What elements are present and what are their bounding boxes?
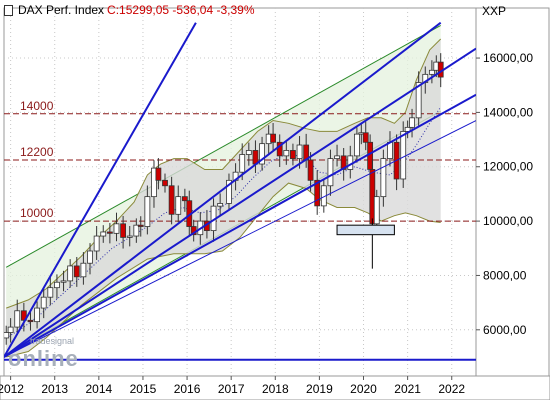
candle-body	[283, 150, 290, 157]
trend-fan-line	[4, 47, 476, 358]
x-tick-label: 2019	[306, 382, 333, 396]
support-level-label: 12200	[20, 145, 54, 159]
candle-body	[27, 319, 34, 323]
candle-body	[259, 143, 265, 165]
candle-body	[290, 150, 296, 159]
y-tick-label: 6000,00	[483, 323, 527, 337]
y-tick-label: 10000,00	[483, 214, 533, 228]
x-tick-label: 2014	[85, 382, 112, 396]
candle-body	[54, 281, 60, 289]
candle-body	[327, 158, 334, 187]
candle-body	[67, 265, 74, 282]
candle-body	[181, 196, 188, 202]
x-tick-label: 2020	[350, 382, 377, 396]
candle-body	[87, 250, 93, 264]
candle-body	[387, 141, 393, 159]
candle-body	[137, 224, 144, 227]
support-level-label: 14000	[20, 99, 54, 113]
candle-body	[34, 307, 40, 323]
x-tick-label: 2016	[174, 382, 201, 396]
watermark-small: tradesignal	[30, 336, 75, 346]
candle-body	[334, 155, 340, 159]
candle-body	[296, 144, 303, 159]
candle-body	[155, 167, 162, 181]
x-tick-label: 2018	[262, 382, 289, 396]
trend-fan-line	[4, 21, 442, 358]
candle-body	[126, 235, 133, 238]
candle-body	[270, 133, 276, 143]
bollinger-upper	[6, 38, 442, 309]
y-tick-label: 12000,00	[483, 160, 533, 174]
marked-zone-box	[336, 224, 395, 236]
candle-body	[404, 126, 411, 132]
candle-body	[373, 196, 380, 225]
candle-body	[415, 82, 422, 119]
candle-body	[362, 132, 369, 143]
trend-fan-line	[4, 93, 476, 358]
legend-swatch	[4, 4, 13, 16]
x-tick-label: 2022	[438, 382, 465, 396]
y-tick-label: 14000,00	[483, 105, 533, 119]
plot-layer	[4, 8, 476, 376]
instrument-name: DAX Perf. Index	[18, 3, 105, 17]
watermark-brand: online	[8, 346, 79, 371]
candle-body	[73, 265, 80, 278]
candle-body	[100, 231, 107, 237]
candle-body	[217, 203, 224, 207]
candle-body	[409, 117, 415, 128]
trend-fan-line	[4, 22, 197, 358]
candle-body	[4, 332, 10, 339]
candle-body	[60, 280, 67, 283]
candle-body	[307, 159, 314, 181]
y-tick-label: 8000,00	[483, 268, 527, 282]
y-axis-panel	[475, 7, 550, 377]
candle-body	[20, 310, 27, 321]
candle-body	[226, 179, 232, 204]
tradesignal-logo: tradesignal online	[8, 336, 79, 372]
bollinger-band-fill	[6, 39, 441, 357]
candle-body	[80, 262, 87, 278]
support-level-label: 10000	[20, 206, 54, 220]
x-tick-label: 2013	[41, 382, 68, 396]
candle-body	[168, 185, 175, 215]
trend-fan-line	[4, 120, 476, 358]
candle-body	[245, 150, 252, 155]
x-tick-label: 2017	[218, 382, 245, 396]
chart-legend: DAX Perf. Index C:15299,05 -536,04 -3,39…	[4, 3, 255, 17]
candle-body	[14, 310, 21, 328]
candle-body	[93, 235, 100, 252]
candle-body	[239, 154, 246, 173]
x-tick-label: 2015	[130, 382, 157, 396]
candle-body	[40, 296, 47, 309]
candle-body	[175, 196, 182, 215]
bollinger-lower	[6, 182, 441, 358]
candle-body	[380, 158, 387, 198]
candle-body	[314, 179, 321, 207]
x-tick-label: 2012	[0, 382, 24, 396]
candle-body	[144, 196, 151, 227]
candle-body	[106, 231, 113, 234]
candle-body	[47, 287, 54, 298]
candle-body	[7, 326, 14, 333]
candle-body	[428, 69, 435, 75]
candle-body	[120, 223, 127, 238]
candle-body	[113, 223, 120, 234]
candle-body	[162, 179, 168, 187]
candle-body	[353, 133, 360, 157]
y-tick-label: 16000,00	[483, 51, 533, 65]
candle-body	[133, 224, 140, 237]
x-tick-label: 2021	[394, 382, 421, 396]
axis-symbol-label: XXP	[482, 4, 507, 18]
candle-body	[400, 131, 407, 180]
candle-body	[340, 155, 347, 170]
candle-body	[151, 167, 157, 198]
quote-values: C:15299,05 -536,04 -3,39%	[107, 3, 255, 17]
